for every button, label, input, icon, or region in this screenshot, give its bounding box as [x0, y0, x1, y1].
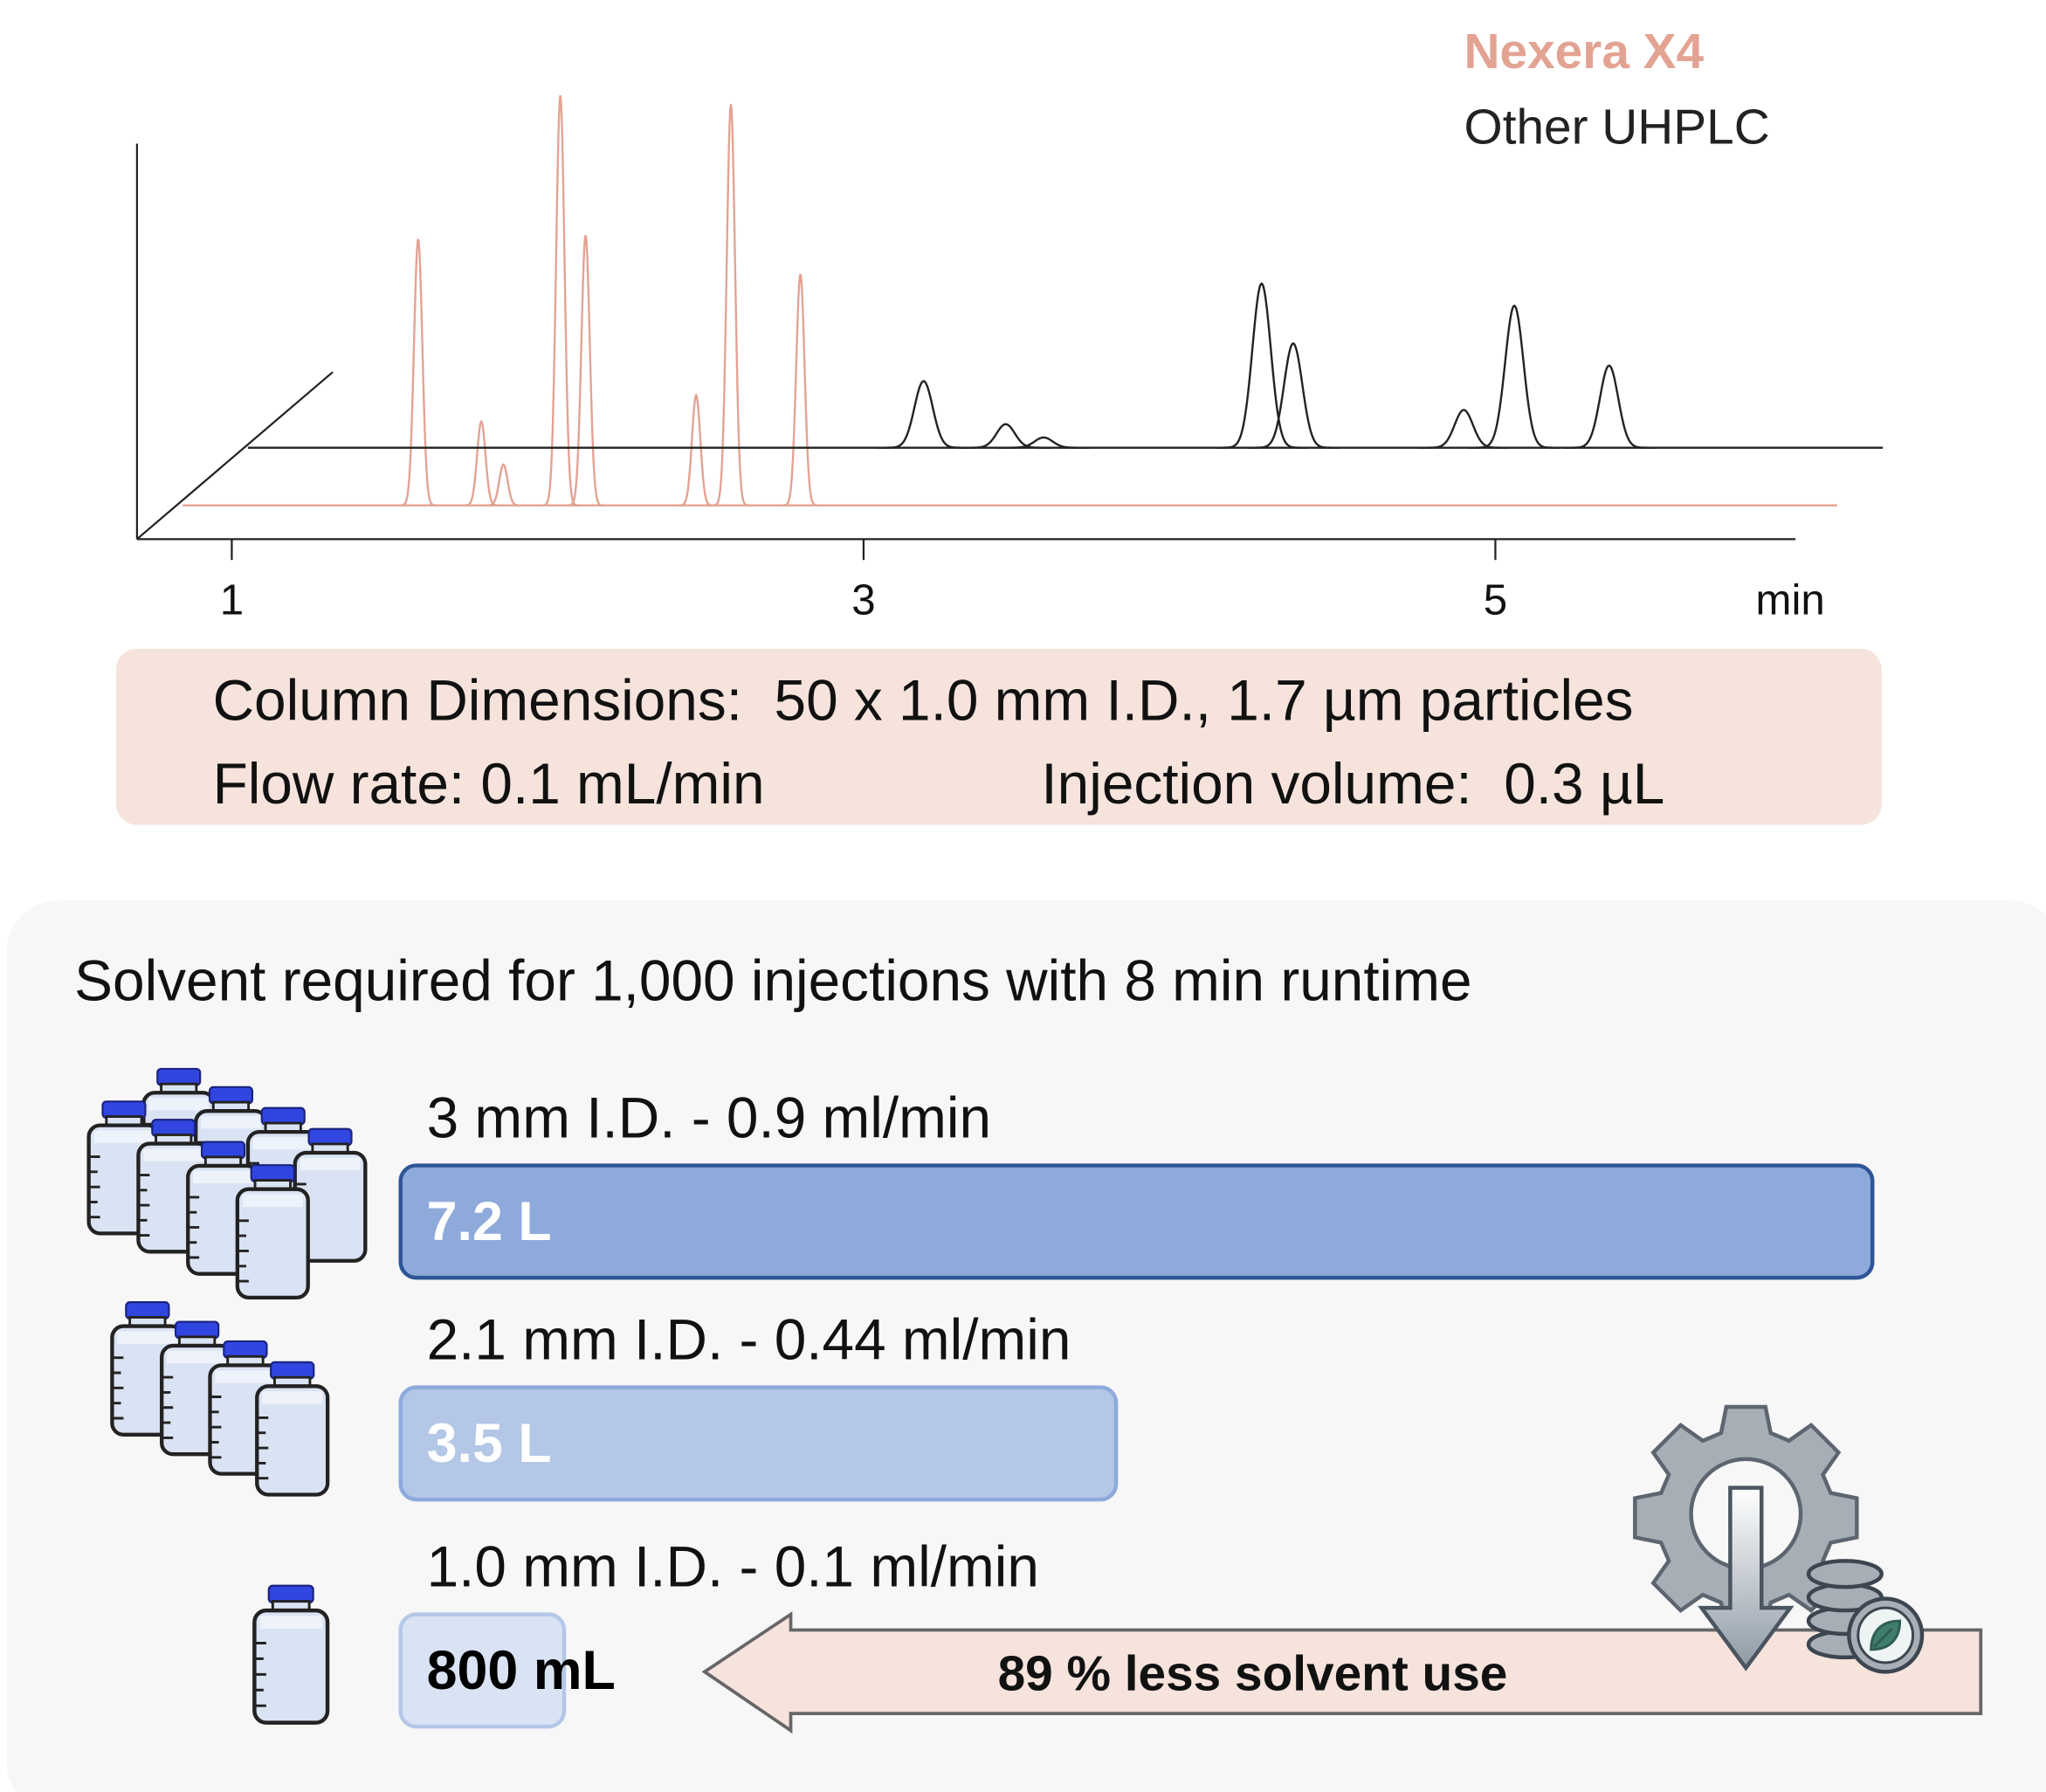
annotation: 89 % less solvent use — [998, 1646, 1508, 1701]
peak — [997, 436, 1090, 449]
info-box — [115, 648, 1882, 825]
eco-icon — [1633, 1404, 1925, 1674]
peak — [460, 419, 503, 507]
peak — [396, 238, 439, 507]
peak — [1216, 282, 1308, 449]
x-tick-label: 1 — [220, 576, 244, 624]
peak — [960, 423, 1052, 449]
value-label: 800 mL — [427, 1640, 616, 1701]
value-label: 7.2 L — [427, 1191, 552, 1252]
panel-title: Solvent required for 1,000 injections wi… — [74, 948, 1471, 1013]
peak — [779, 273, 822, 507]
solvent-panel — [6, 900, 2046, 1792]
peak — [878, 380, 969, 449]
peak — [1468, 304, 1560, 449]
injection-volume: Injection volume: 0.3 µL — [1041, 751, 1664, 816]
column-info: Column Dimensions: 50 x 1.0 mm I.D., 1.7… — [213, 667, 1634, 732]
category-label: 2.1 mm I.D. - 0.44 ml/min — [427, 1307, 1071, 1372]
x-tick-label: 3 — [851, 576, 875, 624]
x-axis-label: min — [1755, 576, 1824, 624]
bar — [398, 1385, 1119, 1502]
flow-rate: Flow rate: 0.1 mL/min — [213, 751, 765, 816]
legend-entry: Nexera X4 — [1464, 24, 1705, 79]
value-label: 3.5 L — [427, 1413, 552, 1474]
x-tick-label: 5 — [1484, 576, 1507, 624]
legend-entry: Other UHPLC — [1464, 100, 1770, 155]
peak — [1247, 341, 1340, 449]
peak — [675, 392, 718, 507]
category-label: 3 mm I.D. - 0.9 ml/min — [427, 1086, 991, 1150]
peak — [564, 235, 607, 507]
bar — [398, 1163, 1875, 1280]
chromatogram: min Nexera X4 Other UHPLC 1 3 5 — [135, 24, 1884, 624]
depth-axis — [136, 371, 334, 541]
peak — [1563, 364, 1655, 449]
peak — [482, 463, 525, 507]
peak — [1417, 409, 1510, 449]
category-label: 1.0 mm I.D. - 0.1 ml/min — [427, 1534, 1039, 1599]
bar-chart: 3 mm I.D. - 0.9 ml/min 7.2 L 2.1 mm I.D. -… — [398, 1086, 1875, 1729]
peak — [710, 104, 752, 507]
peak — [539, 95, 582, 507]
bar — [398, 1612, 567, 1729]
reduction-arrow — [701, 1611, 1983, 1734]
